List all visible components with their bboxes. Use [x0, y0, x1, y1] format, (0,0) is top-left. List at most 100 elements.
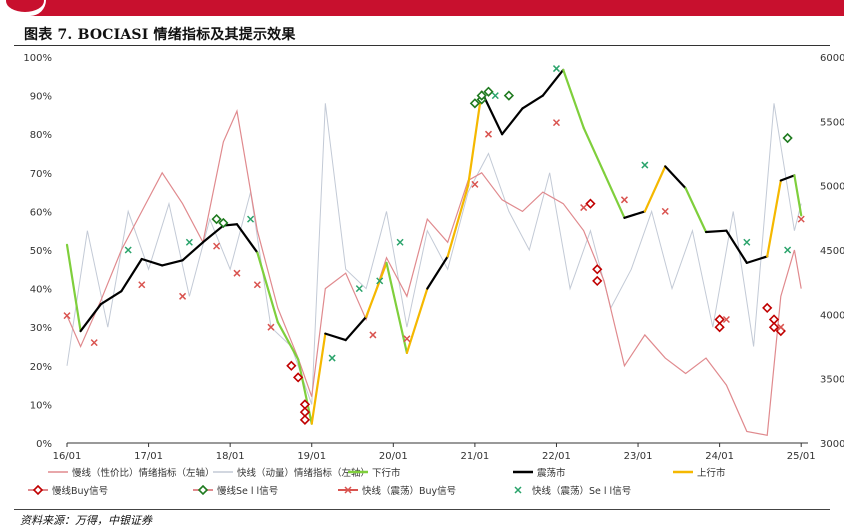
index-segment	[256, 251, 279, 324]
index-segment	[120, 257, 143, 293]
left-tick-label: 80%	[30, 130, 52, 141]
index-segment	[521, 94, 544, 110]
left-tick-label: 40%	[30, 285, 52, 296]
fast-buy-marker	[138, 281, 146, 289]
index-segment	[344, 315, 368, 342]
index-segment	[65, 243, 82, 333]
x-tick-label: 18/01	[216, 451, 245, 462]
index-segment	[310, 332, 327, 425]
fast-buy-marker	[253, 281, 261, 289]
right-tick-label: 5500	[820, 117, 844, 128]
figure-title: 图表 7. BOCIASI 情绪指标及其提示效果	[24, 27, 296, 43]
legend-label: 下行市	[372, 467, 401, 479]
index-segment	[541, 68, 565, 97]
slow-buy-marker	[293, 372, 304, 383]
right-tick-label: 3500	[820, 375, 844, 386]
fast-sell-marker	[124, 246, 132, 254]
index-segment	[426, 255, 449, 290]
legend-marker	[344, 486, 352, 494]
legend-label: 慢线Buy信号	[52, 485, 108, 497]
title-divider	[14, 45, 830, 46]
legend-label: 快线（震荡）Se l l信号	[532, 485, 631, 497]
x-tick-label: 16/01	[53, 451, 82, 462]
index-segment	[324, 332, 347, 342]
x-tick-label: 19/01	[297, 451, 326, 462]
right-tick-label: 3000	[820, 439, 844, 450]
fast-buy-marker	[213, 242, 221, 250]
left-tick-label: 60%	[30, 207, 52, 218]
fast-sell-marker	[185, 238, 193, 246]
fast-buy-marker	[797, 215, 805, 223]
legend-marker	[197, 484, 209, 496]
fast-buy-marker	[552, 119, 560, 127]
slow-sell-marker	[476, 90, 487, 101]
index-segment	[79, 302, 103, 333]
left-tick-label: 0%	[36, 439, 52, 450]
legend-label: 震荡市	[537, 467, 566, 479]
index-segment	[643, 165, 667, 213]
fast-buy-marker	[233, 269, 241, 277]
legend-label: 上行市	[697, 467, 726, 479]
fast-buy-marker	[484, 130, 493, 138]
fast-buy-marker	[620, 196, 628, 204]
fast-buy-marker	[580, 204, 588, 212]
right-tick-label: 4500	[820, 246, 844, 257]
legend-marker	[514, 486, 522, 494]
footer-divider	[14, 509, 830, 510]
fast-buy-marker	[63, 312, 71, 320]
fast-sell-marker	[784, 246, 792, 254]
x-tick-label: 21/01	[460, 451, 489, 462]
index-segment	[140, 257, 164, 267]
index-segment	[181, 241, 205, 262]
index-segment	[466, 90, 483, 187]
slow-buy-marker	[762, 302, 773, 314]
slow-sell-marker	[782, 132, 793, 144]
fast-buy-marker	[369, 331, 377, 339]
index-segment	[793, 174, 803, 217]
chart-area: 0% 10% 20% 30% 40% 50% 60% 70% 80% 90% 100% 3000 350…	[0, 46, 844, 508]
fast-sell-marker	[355, 285, 363, 293]
index-segment	[766, 179, 782, 258]
slow-buy-marker	[286, 360, 297, 371]
slow-buy-marker	[592, 264, 603, 275]
x-tick-label: 25/01	[787, 451, 816, 462]
index-segment	[161, 259, 184, 267]
slow-sell-marker	[218, 217, 229, 229]
slow-buy-marker	[768, 322, 780, 333]
index-segment	[446, 184, 470, 258]
fast-sell-marker	[376, 277, 384, 285]
left-tick-label: 10%	[30, 400, 52, 411]
slow-sentiment-line	[66, 108, 802, 436]
index-segment	[623, 210, 646, 219]
index-segment	[235, 223, 259, 254]
left-tick-label: 70%	[30, 169, 52, 180]
slow-buy-marker	[714, 322, 725, 333]
slow-sell-marker	[503, 90, 515, 101]
fast-buy-marker	[661, 207, 669, 215]
slow-sell-marker	[483, 86, 494, 97]
slow-sell-marker	[469, 98, 481, 109]
x-tick-label: 24/01	[705, 451, 734, 462]
left-tick-label: 50%	[30, 246, 52, 257]
slow-buy-marker	[585, 198, 596, 209]
brand-logo	[0, 0, 46, 16]
slow-buy-marker	[592, 275, 603, 287]
chart-svg: 0% 10% 20% 30% 40% 50% 60% 70% 80% 90% 100% 3000 350…	[23, 53, 844, 497]
fast-sell-marker	[328, 354, 336, 362]
source-note: 资料来源：万得，中银证券	[20, 514, 152, 527]
index-segment	[99, 290, 123, 306]
index-segment	[725, 229, 748, 264]
index-segment	[745, 255, 769, 264]
x-tick-label: 23/01	[624, 451, 653, 462]
fast-sell-marker	[743, 238, 751, 246]
index-segment	[779, 174, 796, 182]
index-segment	[582, 126, 606, 174]
left-tick-label: 90%	[30, 92, 52, 103]
legend-label: 快线（动量）情绪指标（左轴）	[237, 467, 370, 479]
x-tick-label: 20/01	[379, 451, 408, 462]
right-tick-label: 5000	[820, 182, 844, 193]
index-segment	[201, 224, 225, 244]
slow-buy-marker	[299, 414, 311, 425]
index-segment	[684, 187, 708, 234]
fast-sell-marker	[552, 65, 560, 73]
